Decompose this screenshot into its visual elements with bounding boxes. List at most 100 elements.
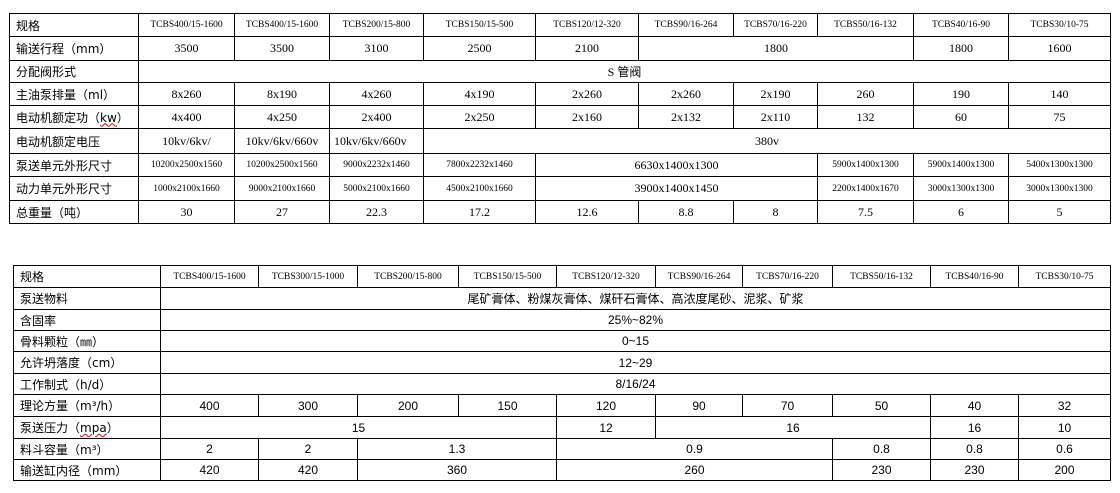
value-cell: 10kv/6kv/ bbox=[138, 128, 235, 154]
value-cell: 15 bbox=[160, 416, 557, 439]
value-cell: 5000x2100x1660 bbox=[329, 176, 424, 201]
value-cell: 2x260 bbox=[638, 82, 734, 106]
value-cell: 0.8 bbox=[832, 438, 931, 460]
model-header-cell: TCBS40/16-90 bbox=[913, 13, 1009, 37]
value-cell: 200 bbox=[357, 394, 459, 417]
table-row: 主油泵排量（ml） 8x260 8x190 4x260 4x190 2x260 2x260 2… bbox=[9, 82, 1111, 106]
spellcheck-underline: kw bbox=[100, 110, 117, 125]
row-label: 规格 bbox=[13, 265, 161, 288]
value-cell: 8.8 bbox=[638, 200, 734, 224]
model-header-cell: TCBS30/10-75 bbox=[1018, 265, 1111, 288]
value-cell: 360 bbox=[357, 459, 557, 481]
value-cell: 10kv/6kv/660v bbox=[329, 128, 424, 154]
row-label: 允许坍落度（cm） bbox=[13, 351, 161, 374]
row-label: 输送缸内径（mm） bbox=[13, 459, 161, 481]
row-label: 电动机额定功（kw） bbox=[9, 105, 139, 129]
value-cell: 9000x2100x1660 bbox=[234, 176, 330, 201]
value-cell: 10 bbox=[1018, 416, 1111, 439]
value-cell: 75 bbox=[1008, 105, 1111, 129]
row-label: 规格 bbox=[9, 13, 139, 37]
value-cell: 22.3 bbox=[329, 200, 424, 224]
value-cell: 260 bbox=[556, 459, 833, 481]
model-header-cell: TCBS90/16-264 bbox=[638, 13, 734, 37]
header-row: 规格 TCBS400/15-1600 TCBS300/15-1000 TCBS200/… bbox=[13, 265, 1111, 288]
model-header-cell: TCBS50/16-132 bbox=[817, 13, 914, 37]
specs-table-1: 规格 TCBS400/15-1600 TCBS400/15-1600 TCBS200/… bbox=[9, 13, 1111, 224]
value-cell: 420 bbox=[258, 459, 358, 481]
value-cell: 8 bbox=[733, 200, 818, 224]
value-cell: 60 bbox=[913, 105, 1009, 129]
value-cell: 12~29 bbox=[160, 351, 1111, 374]
table-row: 料斗容量（m³） 2 2 1.3 0.9 0.8 0.8 0.6 bbox=[13, 438, 1111, 460]
value-cell: 10200x2500x1560 bbox=[138, 153, 235, 177]
row-label: 含固率 bbox=[13, 309, 161, 331]
value-cell: S 管阀 bbox=[138, 60, 1111, 83]
value-cell: 9000x2232x1460 bbox=[329, 153, 424, 177]
value-cell: 3500 bbox=[138, 36, 235, 61]
value-cell: 3500 bbox=[234, 36, 330, 61]
model-header-cell: TCBS50/16-132 bbox=[832, 265, 931, 288]
row-label: 料斗容量（m³） bbox=[13, 438, 161, 460]
value-cell: 2100 bbox=[535, 36, 639, 61]
value-cell: 6630x1400x1300 bbox=[535, 153, 818, 177]
value-cell: 420 bbox=[160, 459, 259, 481]
value-cell: 10kv/6kv/660v bbox=[234, 128, 330, 154]
row-label: 主油泵排量（ml） bbox=[9, 82, 139, 106]
value-cell: 10200x2500x1560 bbox=[234, 153, 330, 177]
value-cell: 30 bbox=[138, 200, 235, 224]
value-cell: 90 bbox=[655, 394, 743, 417]
value-cell: 4x260 bbox=[329, 82, 424, 106]
value-cell: 150 bbox=[458, 394, 557, 417]
value-cell: 8x190 bbox=[234, 82, 330, 106]
value-cell: 12 bbox=[556, 416, 656, 439]
value-cell: 2 bbox=[258, 438, 358, 460]
model-header-cell: TCBS200/15-800 bbox=[357, 265, 459, 288]
value-cell: 16 bbox=[930, 416, 1019, 439]
value-cell: 190 bbox=[913, 82, 1009, 106]
value-cell: 5900x1400x1300 bbox=[817, 153, 914, 177]
value-cell: 0.8 bbox=[930, 438, 1019, 460]
row-label: 理论方量（m³/h） bbox=[13, 394, 161, 417]
value-cell: 132 bbox=[817, 105, 914, 129]
value-cell: 3100 bbox=[329, 36, 424, 61]
table-row: 含固率 25%~82% bbox=[13, 309, 1111, 331]
specs-table-2: 规格 TCBS400/15-1600 TCBS300/15-1000 TCBS200/… bbox=[13, 265, 1111, 481]
row-label: 泵送物料 bbox=[13, 287, 161, 310]
value-cell: 70 bbox=[742, 394, 833, 417]
table-row: 输送缸内径（mm） 420 420 360 260 230 230 200 bbox=[13, 459, 1111, 481]
model-header-cell: TCBS70/16-220 bbox=[742, 265, 833, 288]
table-row: 泵送物料 尾矿膏体、粉煤灰膏体、煤矸石膏体、高浓度尾砂、泥浆、矿浆 bbox=[13, 287, 1111, 310]
value-cell: 尾矿膏体、粉煤灰膏体、煤矸石膏体、高浓度尾砂、泥浆、矿浆 bbox=[160, 287, 1111, 310]
value-cell: 8x260 bbox=[138, 82, 235, 106]
value-cell: 50 bbox=[832, 394, 931, 417]
value-cell: 3900x1400x1450 bbox=[535, 176, 818, 201]
model-header-cell: TCBS150/15-500 bbox=[423, 13, 536, 37]
row-label: 动力单元外形尺寸 bbox=[9, 176, 139, 201]
value-cell: 7.5 bbox=[817, 200, 914, 224]
value-cell: 260 bbox=[817, 82, 914, 106]
value-cell: 5900x1400x1300 bbox=[913, 153, 1009, 177]
model-header-cell: TCBS150/15-500 bbox=[458, 265, 557, 288]
table-row: 骨料颗粒（㎜） 0~15 bbox=[13, 330, 1111, 352]
value-cell: 400 bbox=[160, 394, 259, 417]
value-cell: 40 bbox=[930, 394, 1019, 417]
value-cell: 25%~82% bbox=[160, 309, 1111, 331]
value-cell: 12.6 bbox=[535, 200, 639, 224]
value-cell: 380v bbox=[423, 128, 1111, 154]
value-cell: 1800 bbox=[913, 36, 1009, 61]
value-cell: 2 bbox=[160, 438, 259, 460]
value-cell: 16 bbox=[655, 416, 931, 439]
model-header-cell: TCBS400/15-1600 bbox=[234, 13, 330, 37]
value-cell: 2x400 bbox=[329, 105, 424, 129]
value-cell: 0.9 bbox=[556, 438, 833, 460]
value-cell: 17.2 bbox=[423, 200, 536, 224]
value-cell: 200 bbox=[1018, 459, 1111, 481]
table-row: 理论方量（m³/h） 400 300 200 150 120 90 70 50 40 32 bbox=[13, 394, 1111, 417]
value-cell: 2x260 bbox=[535, 82, 639, 106]
value-cell: 8/16/24 bbox=[160, 373, 1111, 395]
value-cell: 2500 bbox=[423, 36, 536, 61]
value-cell: 5 bbox=[1008, 200, 1111, 224]
value-cell: 1000x2100x1660 bbox=[138, 176, 235, 201]
model-header-cell: TCBS120/12-320 bbox=[535, 13, 639, 37]
value-cell: 0~15 bbox=[160, 330, 1111, 352]
